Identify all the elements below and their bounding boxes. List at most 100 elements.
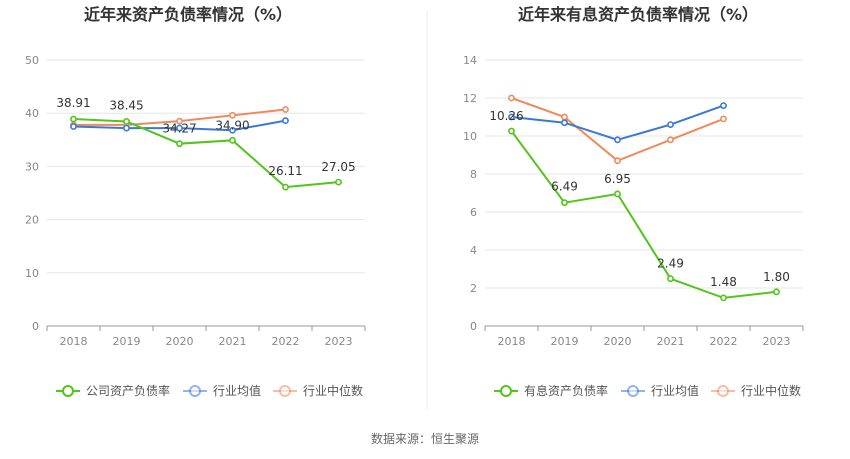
legend-label: 行业中位数 [741, 383, 801, 398]
axes: 0 2 4 6 8 10 12 14 2018 2019 2020 2021 2022 2023 [463, 54, 804, 348]
x-tick-label: 2023 [325, 335, 353, 348]
y-tick-label: 14 [463, 54, 477, 67]
data-point-median [176, 117, 183, 125]
data-label: 1.80 [763, 270, 790, 284]
chart-debt-ratio: 近年来资产负债率情况（%） 0 10 20 30 40 50 2018 2019 2020 202… [25, 5, 366, 398]
data-label: 38.91 [56, 96, 90, 110]
x-tick-label: 2023 [763, 335, 791, 348]
x-tick-label: 2021 [219, 335, 247, 348]
data-labels: 10.26 6.49 6.95 2.49 1.48 1.80 [489, 109, 790, 289]
grid [485, 59, 803, 289]
data-label: 34.27 [162, 122, 196, 136]
legend-label: 行业均值 [213, 383, 261, 398]
data-point-avg [176, 124, 183, 132]
legend: 有息资产负债率 行业均值 行业中位数 [494, 383, 801, 398]
legend-item-avg: 行业均值 [621, 383, 699, 398]
series-line-avg [511, 104, 724, 141]
x-tick-label: 2021 [657, 335, 685, 348]
data-label: 34.90 [215, 118, 249, 132]
data-point-avg [229, 126, 236, 134]
y-tick-label: 50 [25, 54, 39, 67]
y-tick-label: 0 [32, 320, 39, 333]
data-point-median [561, 113, 568, 121]
data-point-avg [70, 123, 77, 130]
y-tick-label: 40 [25, 107, 39, 120]
data-point-median [720, 115, 727, 123]
chart-title: 近年来有息资产负债率情况（%） [518, 5, 758, 24]
data-point-company [335, 178, 342, 186]
data-label: 1.48 [710, 275, 737, 289]
y-tick-label: 6 [470, 206, 477, 219]
legend-label: 有息资产负债率 [524, 383, 608, 398]
y-tick-label: 10 [463, 130, 477, 143]
legend-item-company: 有息资产负债率 [494, 383, 608, 398]
data-point-company [667, 275, 674, 283]
data-point-avg [123, 124, 130, 132]
series-line-company [73, 117, 339, 189]
x-tick-label: 2018 [498, 335, 526, 348]
y-tick-label: 12 [463, 92, 477, 105]
chart-interest-debt-ratio: 近年来有息资产负债率情况（%） 0 2 4 6 8 10 12 14 2018 2019 2020 2… [463, 5, 804, 398]
data-point-median [667, 136, 674, 144]
data-point-avg [614, 136, 621, 144]
legend-swatch-marker [189, 385, 201, 397]
data-point-avg [508, 113, 515, 121]
data-point-avg [561, 119, 568, 127]
data-point-median [614, 157, 621, 165]
x-tick-label: 2019 [113, 335, 141, 348]
data-point-company [176, 140, 183, 148]
x-tick-label: 2022 [710, 335, 738, 348]
data-label: 6.95 [604, 172, 631, 186]
data-point-company [561, 199, 568, 207]
y-tick-label: 0 [470, 320, 477, 333]
source-note: 数据来源：恒生聚源 [371, 431, 479, 446]
data-point-median [229, 111, 236, 119]
series [70, 106, 342, 191]
legend-swatch-marker [717, 385, 729, 397]
data-labels: 38.91 38.45 34.27 34.90 26.11 27.05 [56, 96, 355, 178]
x-tick-label: 2020 [166, 335, 194, 348]
legend-swatch-marker [500, 385, 512, 397]
legend-label: 行业中位数 [303, 383, 363, 398]
y-tick-label: 10 [25, 267, 39, 280]
legend-label: 公司资产负债率 [86, 383, 170, 398]
data-label: 6.49 [551, 180, 578, 194]
data-point-median [282, 106, 289, 113]
y-tick-label: 2 [470, 282, 477, 295]
data-point-median [508, 94, 515, 102]
x-tick-label: 2019 [551, 335, 579, 348]
x-tick-label: 2022 [272, 335, 300, 348]
legend-item-median: 行业中位数 [711, 383, 801, 398]
legend-label: 行业均值 [651, 383, 699, 398]
data-point-company [282, 183, 289, 191]
data-label: 38.45 [109, 98, 143, 112]
y-tick-label: 4 [470, 244, 477, 257]
data-point-avg [720, 102, 727, 109]
legend-swatch-marker [62, 385, 74, 397]
data-point-company [508, 127, 515, 135]
data-point-avg [282, 117, 289, 125]
y-tick-label: 20 [25, 214, 39, 227]
data-point-avg [667, 121, 674, 128]
data-point-company [773, 288, 780, 296]
series-line-median [511, 97, 724, 162]
x-tick-label: 2018 [60, 335, 88, 348]
data-point-company [614, 190, 621, 198]
data-label: 10.26 [489, 109, 523, 123]
legend-item-avg: 行业均值 [183, 383, 261, 398]
data-point-company [720, 294, 727, 302]
legend-swatch-marker [279, 385, 291, 397]
data-point-company [229, 136, 236, 144]
legend: 公司资产负债率 行业均值 行业中位数 [56, 383, 363, 398]
y-tick-label: 30 [25, 160, 39, 173]
y-tick-label: 8 [470, 168, 477, 181]
series-line-company [510, 130, 777, 299]
data-label: 27.05 [321, 160, 355, 174]
data-point-company [70, 115, 77, 123]
grid [47, 59, 365, 274]
x-tick-label: 2020 [604, 335, 632, 348]
axes: 0 10 20 30 40 50 2018 2019 2020 2021 2022 2023 [25, 54, 366, 348]
legend-swatch-marker [627, 385, 639, 397]
legend-item-company: 公司资产负债率 [56, 383, 170, 398]
